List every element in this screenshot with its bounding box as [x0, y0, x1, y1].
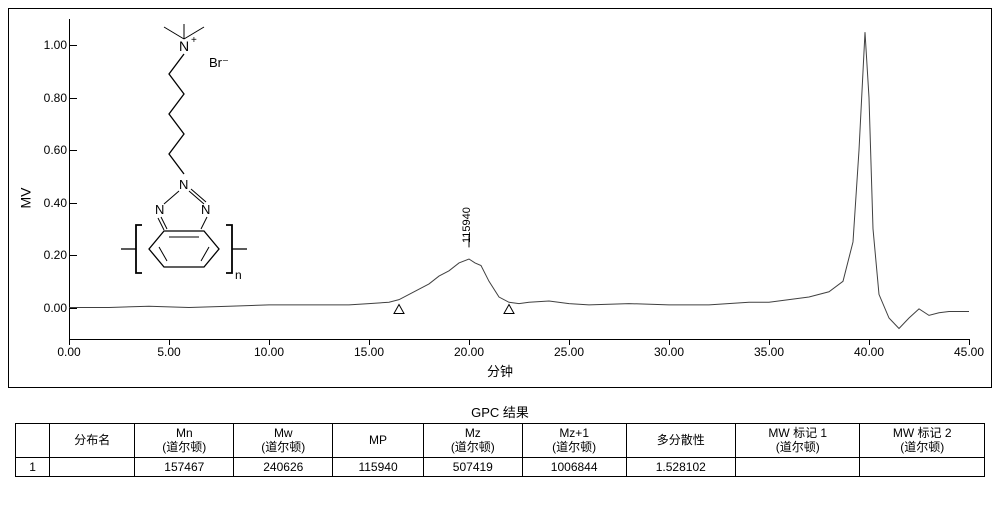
gpc-chromatogram: MV 0.000.200.400.600.801.00 0.005.0010.0… [8, 8, 992, 388]
table-row: 115746724062611594050741910068441.528102 [16, 457, 985, 476]
svg-text:Br⁻: Br⁻ [209, 55, 229, 70]
peak-label: 115940 [461, 207, 473, 243]
svg-text:N: N [179, 177, 188, 192]
y-axis-label: MV [18, 188, 34, 209]
gpc-results-table: 分布名Mn(道尔顿)Mw(道尔顿)MPMz(道尔顿)Mz+1(道尔顿)多分散性M… [15, 423, 985, 477]
svg-text:N: N [179, 38, 189, 54]
svg-text:+: + [191, 35, 197, 46]
svg-text:N: N [155, 202, 164, 217]
svg-text:n: n [235, 268, 242, 279]
molecule-structure: N + Br⁻ N N N n [109, 19, 249, 279]
svg-text:N: N [201, 202, 210, 217]
x-axis-line [69, 339, 969, 340]
table-title: GPC 结果 [8, 402, 992, 421]
x-axis-label: 分钟 [487, 361, 513, 380]
